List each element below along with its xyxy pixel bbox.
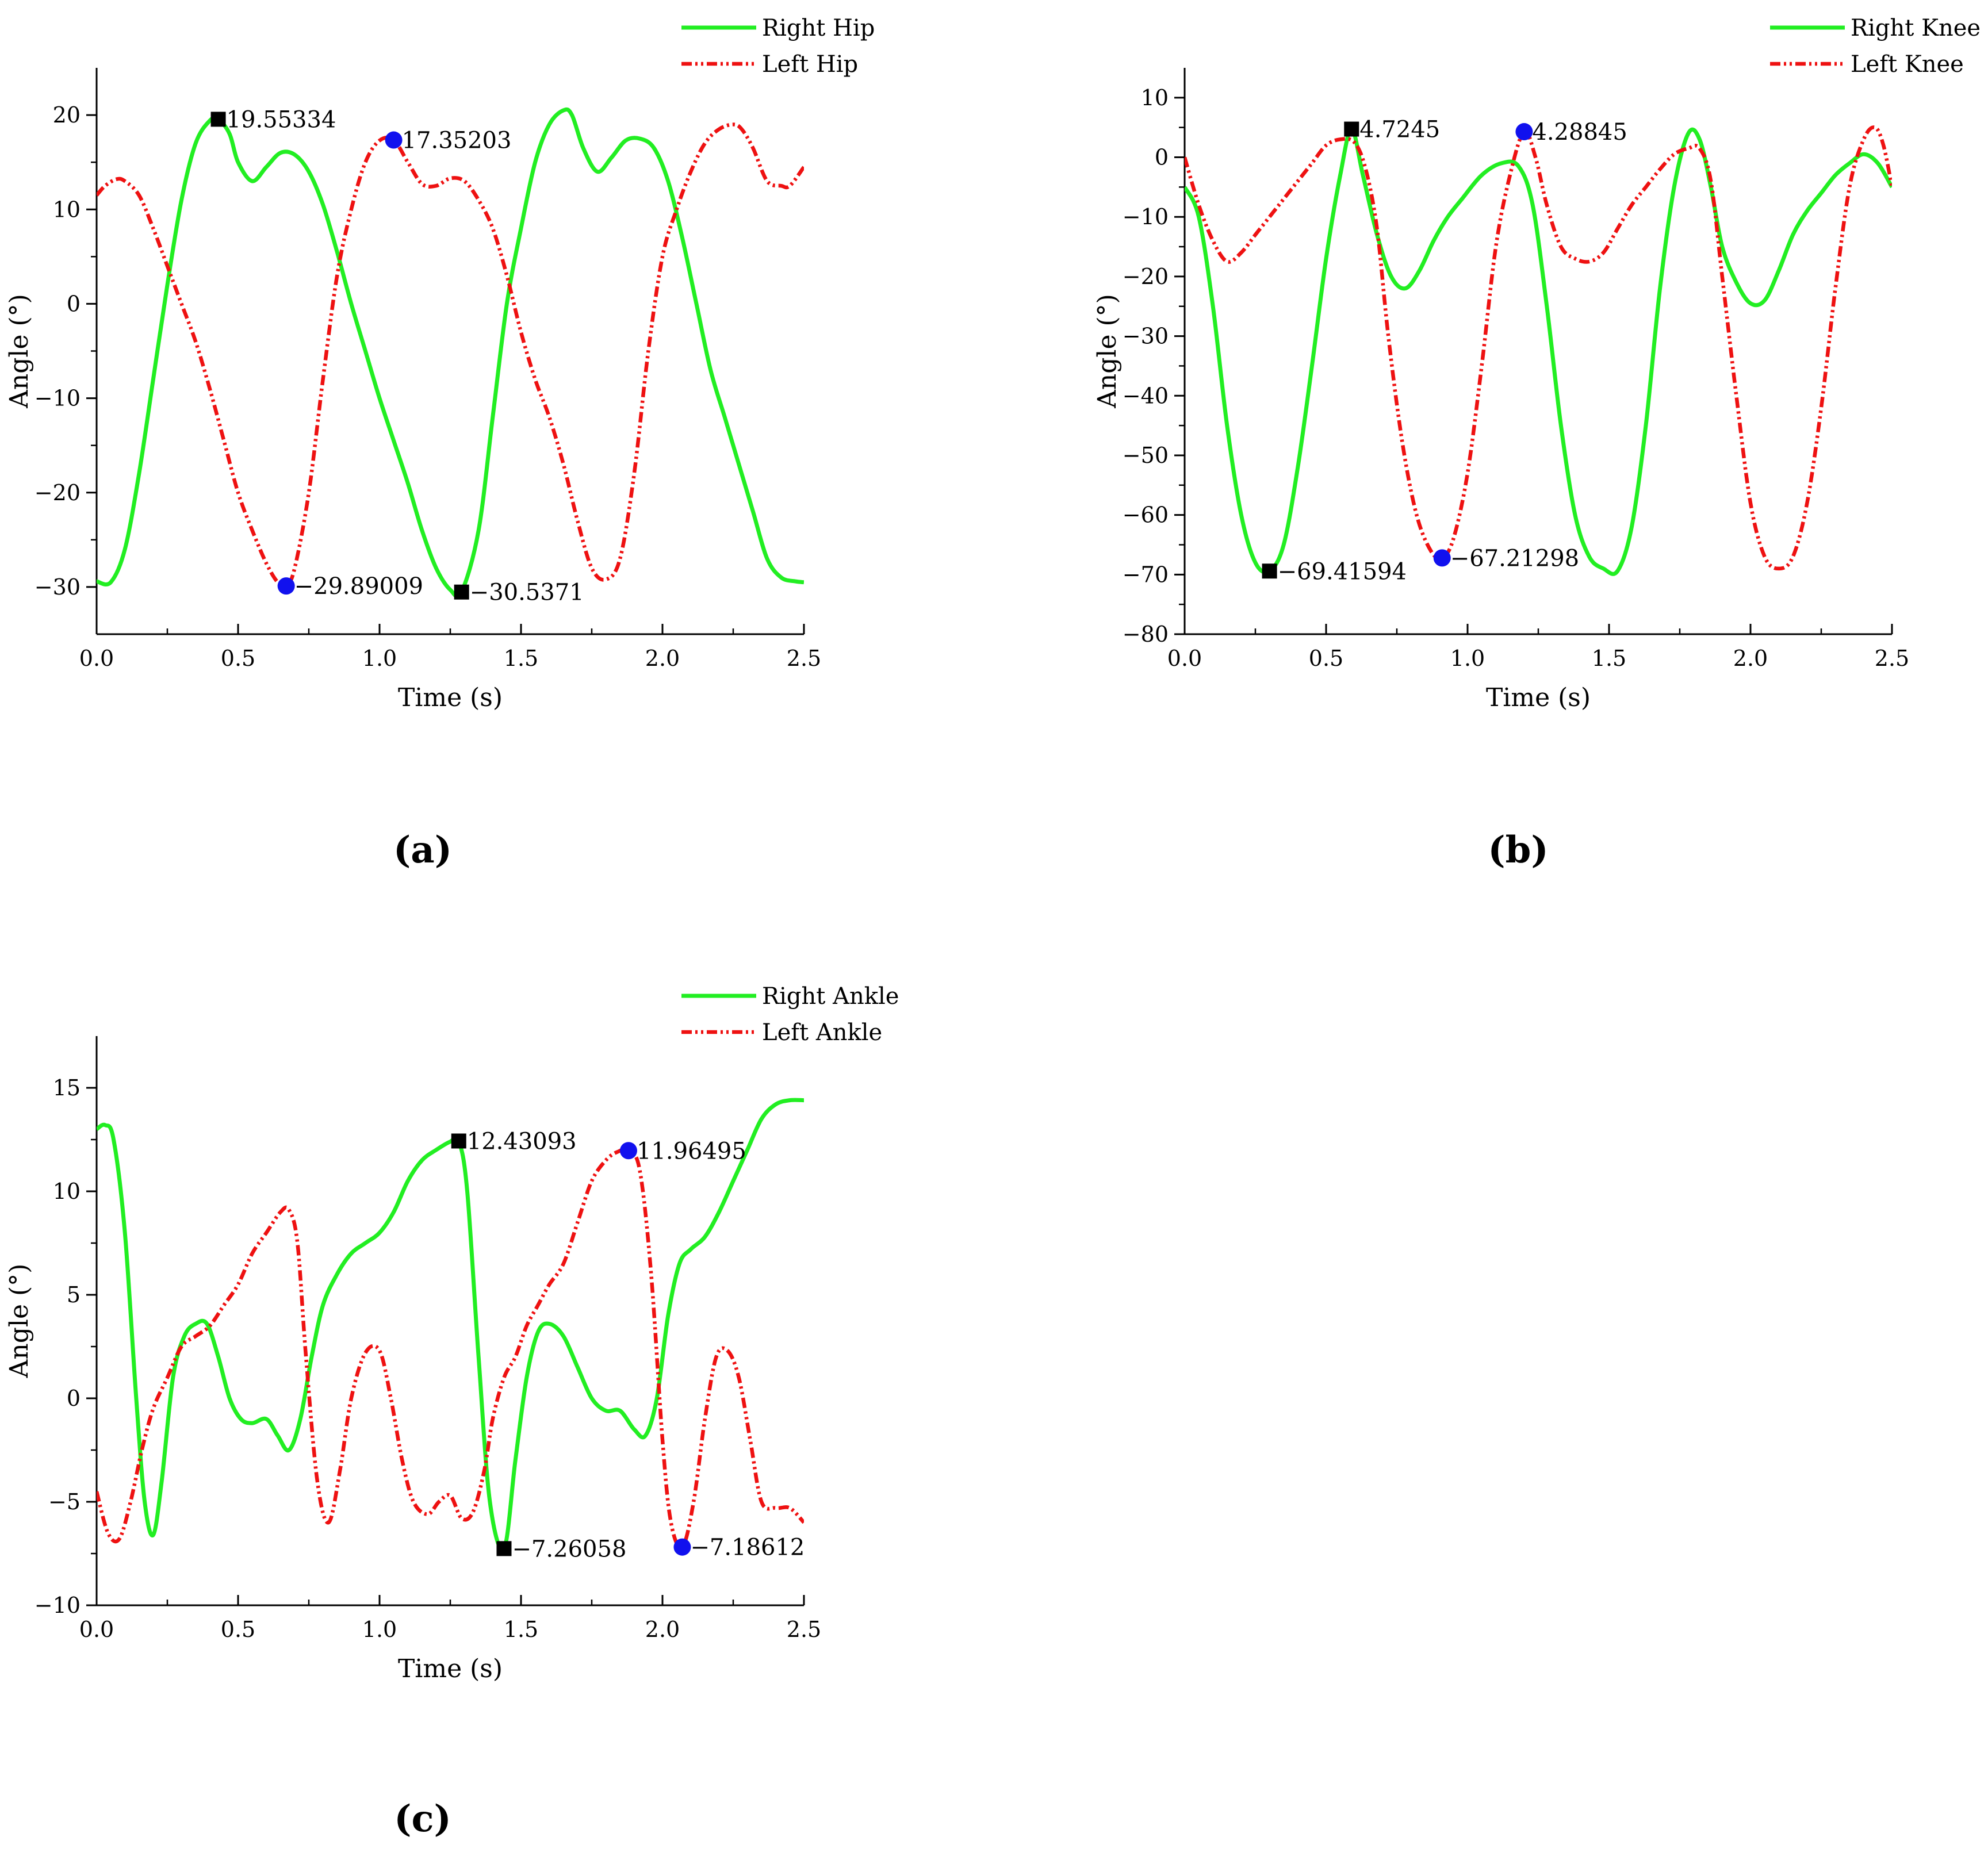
x-tick-label: 1.0 — [362, 646, 397, 671]
y-tick-label: −60 — [1123, 503, 1169, 528]
y-tick-label: −10 — [1123, 204, 1169, 229]
y-tick-label: 10 — [53, 1179, 81, 1204]
annotation-circle-marker — [673, 1538, 691, 1556]
y-tick-label: −10 — [35, 386, 81, 411]
y-tick-label: 5 — [67, 1282, 81, 1307]
y-tick-label: −10 — [35, 1593, 81, 1618]
x-axis-title: Time (s) — [398, 683, 503, 712]
annotation-square-marker — [210, 112, 226, 127]
y-tick-label: −5 — [48, 1489, 81, 1514]
y-tick-label: 10 — [1141, 85, 1169, 110]
annotation-label: 4.28845 — [1532, 119, 1627, 145]
legend-label: Left Ankle — [762, 1019, 882, 1046]
x-tick-label: 2.0 — [645, 646, 680, 671]
x-tick-label: 1.5 — [1592, 646, 1626, 671]
annotation-square-marker — [496, 1541, 512, 1556]
series-line-left-knee — [1185, 125, 1892, 571]
y-tick-label: 0 — [67, 1386, 81, 1411]
x-tick-label: 1.0 — [362, 1617, 397, 1642]
annotation-label: −7.26058 — [512, 1536, 626, 1562]
x-tick-label: 1.5 — [504, 1617, 538, 1642]
series-line-left-ankle — [97, 1147, 804, 1550]
x-tick-label: 0.0 — [79, 646, 114, 671]
x-axis-title: Time (s) — [1486, 683, 1591, 712]
x-tick-label: 0.5 — [221, 1617, 255, 1642]
annotation-square-marker — [1344, 121, 1359, 137]
x-tick-label: 2.0 — [1733, 646, 1768, 671]
x-tick-label: 0.0 — [1167, 646, 1202, 671]
x-tick-label: 1.5 — [504, 646, 538, 671]
annotation-circle-marker — [1515, 123, 1533, 141]
x-tick-label: 2.0 — [645, 1617, 680, 1642]
annotation-label: 19.55334 — [227, 106, 336, 133]
y-tick-label: −20 — [1123, 264, 1169, 289]
y-tick-label: −30 — [35, 574, 81, 600]
y-tick-label: −40 — [1123, 383, 1169, 408]
series-line-right-ankle — [97, 1098, 804, 1552]
x-tick-label: 2.5 — [1875, 646, 1909, 671]
x-tick-label: 2.5 — [787, 646, 821, 671]
annotation-square-marker — [454, 584, 469, 600]
annotation-label: −30.5371 — [470, 580, 584, 606]
y-tick-label: −70 — [1123, 562, 1169, 587]
y-tick-label: −50 — [1123, 443, 1169, 468]
y-tick-label: 10 — [53, 197, 81, 222]
annotation-label: 12.43093 — [467, 1128, 577, 1155]
y-tick-label: 15 — [53, 1075, 81, 1100]
legend-label: Left Knee — [1851, 51, 1964, 78]
annotation-label: 4.7245 — [1359, 117, 1440, 143]
y-axis-title: Angle (°) — [5, 294, 34, 409]
annotation-label: −7.18612 — [690, 1535, 805, 1561]
legend-label: Right Hip — [762, 15, 875, 41]
annotation-circle-marker — [277, 577, 295, 595]
x-tick-label: 2.5 — [787, 1617, 821, 1642]
x-tick-label: 0.5 — [1309, 646, 1343, 671]
annotation-circle-marker — [619, 1142, 637, 1160]
panel-label: (c) — [394, 1797, 451, 1840]
y-axis-title: Angle (°) — [1093, 294, 1122, 409]
annotation-label: −69.41594 — [1278, 558, 1407, 585]
x-axis-title: Time (s) — [398, 1654, 503, 1683]
y-axis-title: Angle (°) — [5, 1264, 34, 1379]
y-tick-label: 0 — [1155, 145, 1169, 170]
panel-label: (b) — [1488, 829, 1548, 872]
y-tick-label: 0 — [67, 291, 81, 316]
annotation-label: 11.96495 — [637, 1138, 746, 1164]
annotation-circle-marker — [1433, 549, 1451, 567]
chart-panel-a: 0.0 0.5 1.0 1.5 2.0 2.5 −30 −20 −10 0 10 20 Time (s)… — [5, 15, 875, 872]
y-tick-label: 20 — [53, 102, 81, 128]
series-line-left-hip — [97, 122, 804, 589]
annotation-square-marker — [451, 1133, 466, 1149]
x-tick-label: 0.5 — [221, 646, 255, 671]
annotation-label: −67.21298 — [1450, 545, 1579, 572]
y-tick-label: −30 — [1123, 324, 1169, 349]
series-line-right-knee — [1185, 127, 1892, 576]
legend-label: Right Ankle — [762, 983, 899, 1010]
panel-label: (a) — [393, 829, 452, 872]
x-tick-label: 1.0 — [1450, 646, 1485, 671]
y-tick-label: −80 — [1123, 622, 1169, 647]
chart-panel-c: 0.0 0.5 1.0 1.5 2.0 2.5 −10 −5 0 5 10 15 Time (s) Ang… — [5, 983, 899, 1840]
annotation-circle-marker — [385, 131, 403, 149]
legend-label: Right Knee — [1851, 15, 1981, 41]
series-line-right-hip — [97, 107, 804, 599]
annotation-square-marker — [1262, 563, 1277, 579]
x-tick-label: 0.0 — [79, 1617, 114, 1642]
y-tick-label: −20 — [35, 480, 81, 505]
annotation-label: −29.89009 — [294, 573, 423, 600]
legend-label: Left Hip — [762, 51, 858, 78]
chart-panel-b: 0.0 0.5 1.0 1.5 2.0 2.5 −80 −70 −60 −50 −40 −30 −20 −… — [1093, 15, 1981, 872]
annotation-label: 17.35203 — [402, 128, 512, 154]
